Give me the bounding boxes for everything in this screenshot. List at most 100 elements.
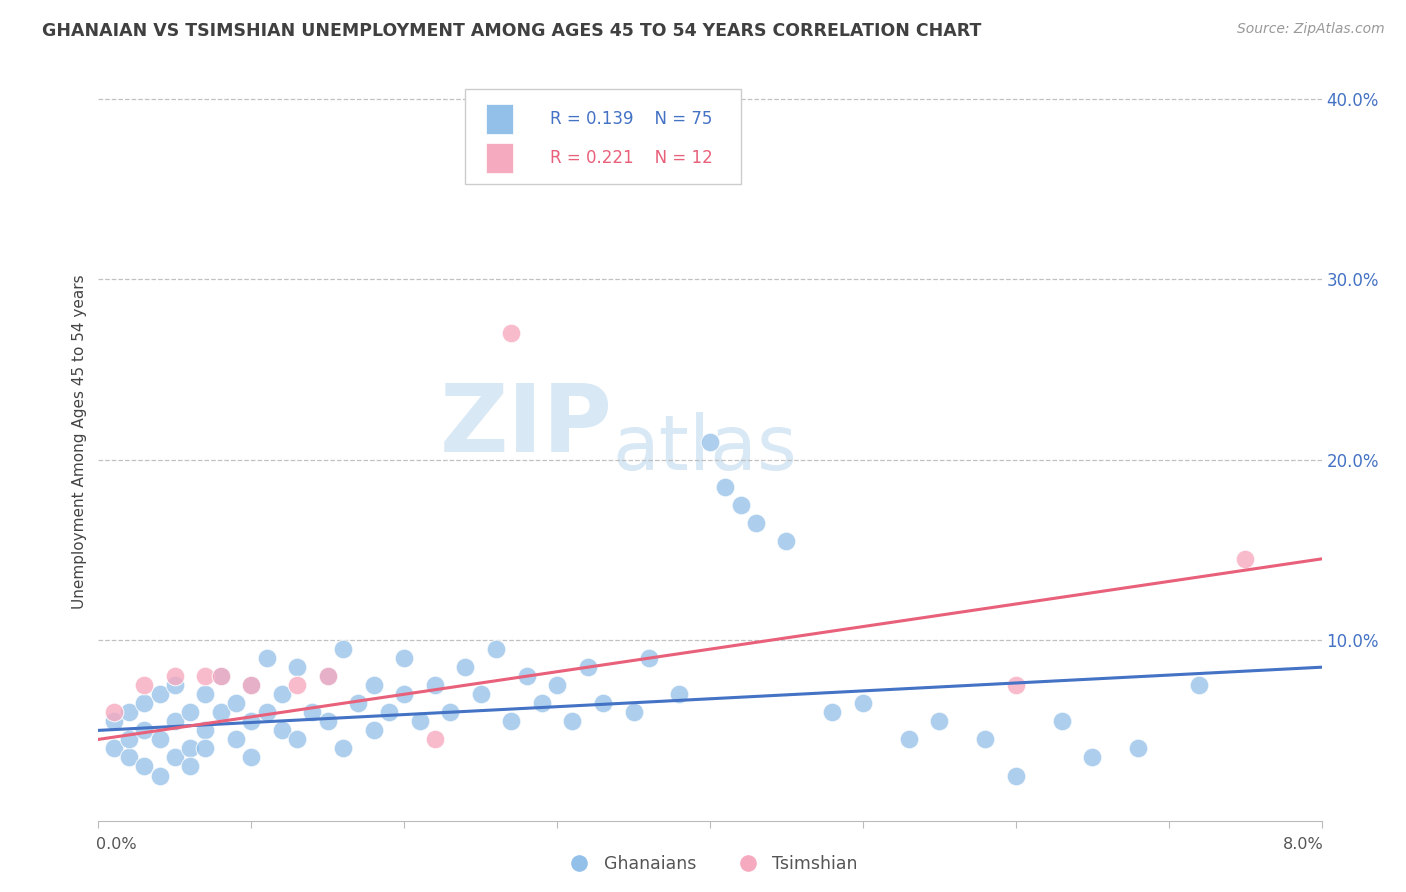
Point [256,651,278,665]
Point [1188,678,1211,692]
Point [118,732,141,747]
Point [730,498,752,512]
Point [852,696,875,710]
Point [240,750,263,764]
Point [194,687,217,701]
Point [485,642,508,657]
Point [928,714,950,729]
Point [332,741,354,756]
Point [163,750,186,764]
Point [163,669,186,683]
Point [714,480,737,494]
Point [149,732,172,747]
Point [163,714,186,729]
Point [194,741,217,756]
Point [209,706,232,720]
Point [745,516,768,530]
Point [149,687,172,701]
Point [392,651,416,665]
Legend: Ghanaians, Tsimshian: Ghanaians, Tsimshian [555,848,865,880]
Point [897,732,920,747]
Point [285,678,308,692]
Point [1004,678,1026,692]
Point [775,533,797,548]
Point [179,759,201,773]
Bar [486,103,513,134]
Point [134,723,156,738]
Point [285,660,308,674]
Point [316,714,339,729]
Point [240,678,263,692]
Point [194,669,217,683]
Point [240,678,263,692]
Point [363,678,385,692]
Point [699,434,721,449]
Point [149,768,172,782]
Point [347,696,370,710]
Text: R = 0.139    N = 75: R = 0.139 N = 75 [550,110,713,128]
Point [1050,714,1073,729]
Point [637,651,661,665]
Point [118,706,141,720]
Point [378,706,401,720]
Point [668,687,690,701]
Point [179,741,201,756]
Point [256,706,278,720]
Point [392,687,416,701]
Point [1234,552,1257,566]
Point [103,741,125,756]
Text: R = 0.221    N = 12: R = 0.221 N = 12 [550,149,713,167]
Point [1081,750,1104,764]
Point [408,714,430,729]
Point [285,732,308,747]
Text: ZIP: ZIP [439,380,612,473]
Point [316,669,339,683]
Point [439,706,461,720]
Point [821,706,844,720]
Point [209,669,232,683]
Text: 8.0%: 8.0% [1284,838,1324,853]
Bar [486,143,513,173]
Point [576,660,599,674]
Point [209,669,232,683]
Point [301,706,323,720]
Text: atlas: atlas [612,412,797,486]
FancyBboxPatch shape [465,89,741,184]
Point [423,678,446,692]
Point [974,732,997,747]
Point [592,696,614,710]
Point [270,687,294,701]
Point [134,759,156,773]
Point [561,714,583,729]
Point [225,732,247,747]
Point [454,660,477,674]
Point [179,706,201,720]
Point [501,326,523,341]
Text: GHANAIAN VS TSIMSHIAN UNEMPLOYMENT AMONG AGES 45 TO 54 YEARS CORRELATION CHART: GHANAIAN VS TSIMSHIAN UNEMPLOYMENT AMONG… [42,22,981,40]
Point [470,687,492,701]
Point [516,669,538,683]
Point [163,678,186,692]
Point [134,696,156,710]
Point [1004,768,1026,782]
Point [1128,741,1150,756]
Point [316,669,339,683]
Point [103,714,125,729]
Point [240,714,263,729]
Point [270,723,294,738]
Text: Source: ZipAtlas.com: Source: ZipAtlas.com [1237,22,1385,37]
Point [103,706,125,720]
Point [118,750,141,764]
Point [530,696,553,710]
Point [501,714,523,729]
Text: 0.0%: 0.0% [96,838,136,853]
Point [332,642,354,657]
Point [363,723,385,738]
Point [134,678,156,692]
Point [546,678,568,692]
Y-axis label: Unemployment Among Ages 45 to 54 years: Unemployment Among Ages 45 to 54 years [72,274,87,609]
Point [423,732,446,747]
Point [623,706,645,720]
Point [225,696,247,710]
Point [194,723,217,738]
